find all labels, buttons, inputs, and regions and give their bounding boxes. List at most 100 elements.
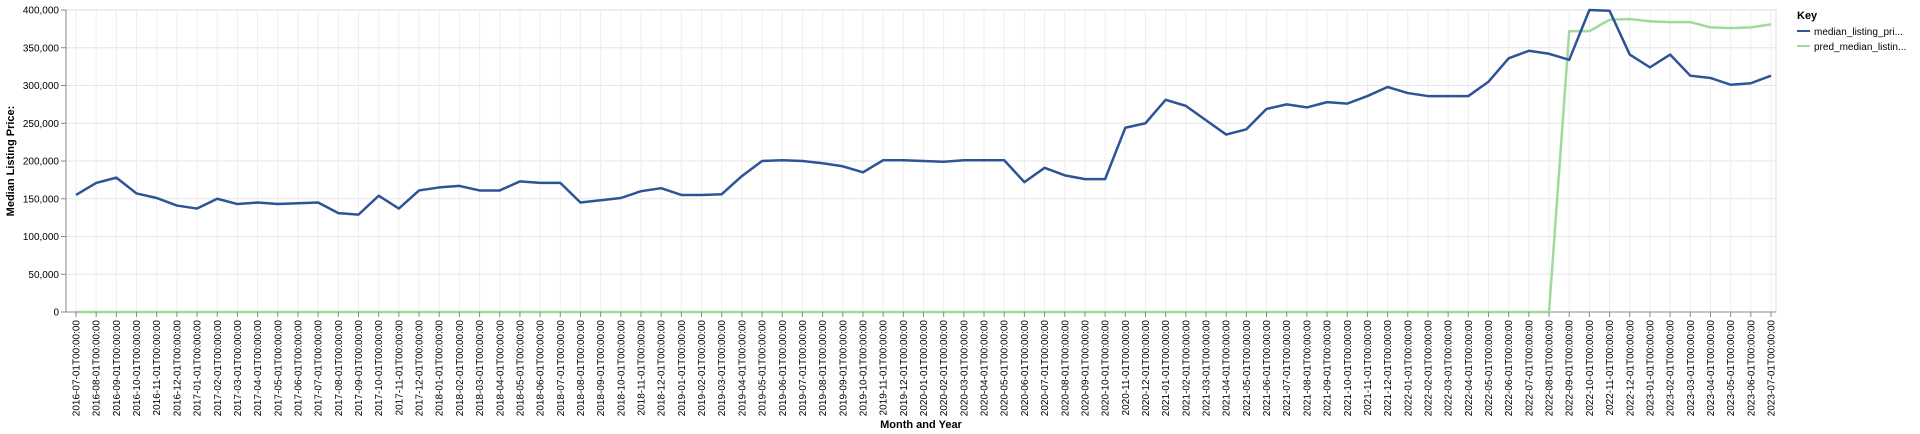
- x-tick-label: 2019-01-01T00:00:00: [677, 320, 688, 417]
- x-tick-label: 2023-02-01T00:00:00: [1666, 320, 1677, 417]
- x-tick-label: 2017-12-01T00:00:00: [415, 320, 426, 417]
- x-tick-label: 2021-11-01T00:00:00: [1363, 320, 1374, 416]
- y-tick-labels: 0 50,000 100,000 150,000 200,000 250,000 300,0…: [23, 6, 66, 319]
- x-tick-label: 2021-01-01T00:00:00: [1161, 320, 1172, 417]
- y-tick-label: 0: [53, 308, 59, 319]
- x-tick-label: 2018-06-01T00:00:00: [536, 320, 547, 417]
- x-tick-label: 2017-04-01T00:00:00: [253, 320, 264, 417]
- x-tick-label: 2021-09-01T00:00:00: [1323, 320, 1334, 417]
- x-tick-label: 2016-12-01T00:00:00: [172, 320, 183, 417]
- x-tick-label: 2020-04-01T00:00:00: [980, 320, 991, 417]
- x-tick-label: 2020-08-01T00:00:00: [1060, 320, 1071, 417]
- x-tick-label: 2019-08-01T00:00:00: [818, 320, 829, 417]
- x-tick-label: 2020-02-01T00:00:00: [939, 320, 950, 417]
- x-tick-label: 2020-09-01T00:00:00: [1080, 320, 1091, 417]
- x-tick-label: 2019-03-01T00:00:00: [717, 320, 728, 417]
- x-tick-label: 2022-10-01T00:00:00: [1585, 320, 1596, 417]
- y-tick-label: 300,000: [23, 81, 60, 92]
- x-tick-label: 2022-11-01T00:00:00: [1605, 320, 1616, 416]
- x-tick-label: 2017-05-01T00:00:00: [273, 320, 284, 417]
- x-axis-title: Month and Year: [880, 419, 962, 431]
- x-tick-label: 2019-10-01T00:00:00: [858, 320, 869, 417]
- x-tick-label: 2020-07-01T00:00:00: [1040, 320, 1051, 417]
- x-tick-label: 2022-09-01T00:00:00: [1565, 320, 1576, 417]
- x-tick-label: 2022-02-01T00:00:00: [1423, 320, 1434, 417]
- x-tick-label: 2019-07-01T00:00:00: [798, 320, 809, 417]
- x-tick-label: 2021-04-01T00:00:00: [1222, 320, 1233, 417]
- x-tick-label: 2019-06-01T00:00:00: [778, 320, 789, 417]
- x-tick-label: 2020-11-01T00:00:00: [1121, 320, 1132, 416]
- x-tick-label: 2023-04-01T00:00:00: [1706, 320, 1717, 417]
- y-tick-label: 250,000: [23, 119, 60, 130]
- y-tick-label: 50,000: [28, 270, 59, 281]
- x-tick-label: 2022-12-01T00:00:00: [1625, 320, 1636, 417]
- x-tick-label: 2022-08-01T00:00:00: [1545, 320, 1556, 417]
- legend: Key median_listing_pri... pred_median_li…: [1797, 10, 1906, 53]
- x-tick-label: 2018-01-01T00:00:00: [435, 320, 446, 417]
- x-tick-label: 2018-11-01T00:00:00: [637, 320, 648, 416]
- series-line-median-listing-price: [75, 8, 1772, 216]
- x-tick-label: 2016-08-01T00:00:00: [92, 320, 103, 417]
- x-tick-label: 2021-10-01T00:00:00: [1343, 320, 1354, 417]
- x-tick-label: 2019-04-01T00:00:00: [737, 320, 748, 417]
- x-tick-label: 2016-10-01T00:00:00: [132, 320, 143, 417]
- x-tick-label: 2021-03-01T00:00:00: [1202, 320, 1213, 417]
- x-tick-label: 2023-03-01T00:00:00: [1686, 320, 1697, 417]
- legend-label-pred-median-listing-price: pred_median_listin...: [1814, 42, 1906, 53]
- x-tick-label: 2021-05-01T00:00:00: [1242, 320, 1253, 417]
- x-tick-label: 2017-07-01T00:00:00: [314, 320, 325, 417]
- x-tick-label: 2018-09-01T00:00:00: [596, 320, 607, 417]
- x-tick-label: 2020-01-01T00:00:00: [919, 320, 930, 417]
- x-tick-label: 2017-09-01T00:00:00: [354, 320, 365, 417]
- x-tick-label: 2022-04-01T00:00:00: [1464, 320, 1475, 417]
- x-tick-label: 2018-08-01T00:00:00: [576, 320, 587, 417]
- y-tick-label: 400,000: [23, 6, 60, 17]
- x-tick-label: 2017-10-01T00:00:00: [374, 320, 385, 417]
- x-tick-label: 2023-07-01T00:00:00: [1767, 320, 1778, 417]
- x-tick-label: 2017-02-01T00:00:00: [213, 320, 224, 417]
- x-tick-label: 2022-05-01T00:00:00: [1484, 320, 1495, 417]
- x-tick-label: 2016-07-01T00:00:00: [72, 320, 83, 417]
- y-tick-label: 200,000: [23, 157, 60, 168]
- x-tick-label: 2018-03-01T00:00:00: [475, 320, 486, 417]
- x-tick-label: 2017-11-01T00:00:00: [394, 320, 405, 416]
- x-tick-label: 2016-11-01T00:00:00: [152, 320, 163, 416]
- x-tick-label: 2021-07-01T00:00:00: [1282, 320, 1293, 417]
- x-tick-label: 2019-12-01T00:00:00: [899, 320, 910, 417]
- x-tick-label: 2022-03-01T00:00:00: [1444, 320, 1455, 417]
- x-tick-label: 2017-01-01T00:00:00: [193, 320, 204, 417]
- x-tick-label: 2020-03-01T00:00:00: [959, 320, 970, 417]
- x-tick-label: 2018-02-01T00:00:00: [455, 320, 466, 417]
- y-axis-title: Median Listing Price:: [5, 106, 17, 217]
- x-tick-label: 2017-08-01T00:00:00: [334, 320, 345, 417]
- x-tick-label: 2018-04-01T00:00:00: [495, 320, 506, 417]
- x-tick-label: 2021-12-01T00:00:00: [1383, 320, 1394, 417]
- y-tick-label: 350,000: [23, 43, 60, 54]
- x-tick-label: 2018-05-01T00:00:00: [515, 320, 526, 417]
- x-tick-label: 2020-06-01T00:00:00: [1020, 320, 1031, 417]
- x-tick-label: 2018-07-01T00:00:00: [556, 320, 567, 417]
- x-tick-label: 2017-06-01T00:00:00: [293, 320, 304, 417]
- x-tick-label: 2020-05-01T00:00:00: [1000, 320, 1011, 417]
- x-tick-label: 2023-06-01T00:00:00: [1746, 320, 1757, 417]
- x-tick-label: 2019-05-01T00:00:00: [758, 320, 769, 417]
- x-tick-label: 2022-01-01T00:00:00: [1403, 320, 1414, 417]
- x-tick-label: 2020-10-01T00:00:00: [1101, 320, 1112, 417]
- legend-title: Key: [1797, 10, 1818, 22]
- x-tick-label: 2023-01-01T00:00:00: [1645, 320, 1656, 417]
- x-tick-label: 2021-08-01T00:00:00: [1302, 320, 1313, 417]
- x-tick-label: 2019-09-01T00:00:00: [838, 320, 849, 417]
- x-tick-labels: 2016-07-01T00:00:00 2016-08-01T00:00:00 20…: [72, 312, 1778, 416]
- x-tick-label: 2022-06-01T00:00:00: [1504, 320, 1515, 417]
- x-tick-label: 2019-02-01T00:00:00: [697, 320, 708, 417]
- y-tick-label: 100,000: [23, 232, 60, 243]
- x-tick-label: 2022-07-01T00:00:00: [1524, 320, 1535, 417]
- grid-lines: [66, 9, 1776, 313]
- legend-label-median-listing-price: median_listing_pri...: [1814, 27, 1903, 38]
- x-tick-label: 2018-12-01T00:00:00: [657, 320, 668, 417]
- x-tick-label: 2019-11-01T00:00:00: [879, 320, 890, 416]
- x-tick-label: 2017-03-01T00:00:00: [233, 320, 244, 417]
- x-tick-label: 2021-02-01T00:00:00: [1181, 320, 1192, 417]
- x-tick-label: 2020-12-01T00:00:00: [1141, 320, 1152, 417]
